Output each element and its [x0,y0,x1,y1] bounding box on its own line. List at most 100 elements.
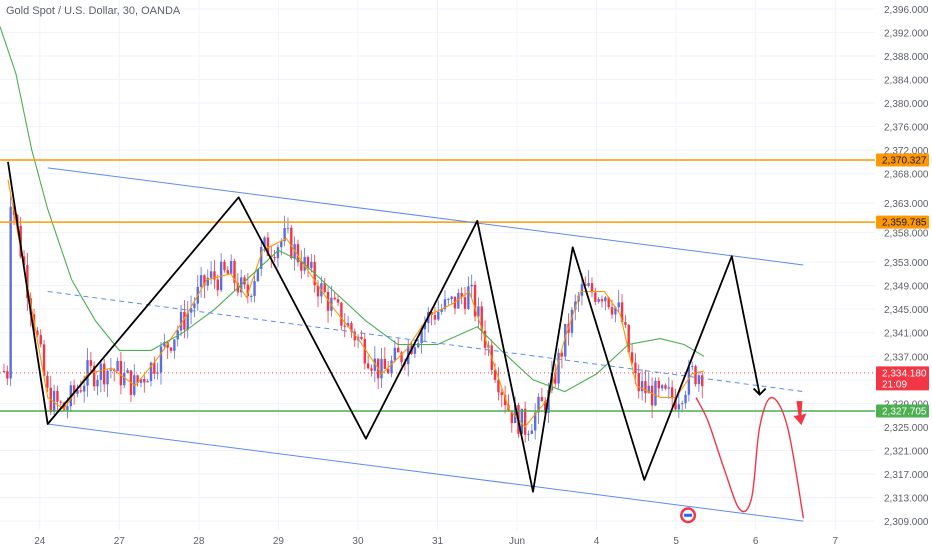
candle-body [674,398,677,410]
candle-body [233,261,236,283]
candle-body [333,297,336,300]
price-levels [0,159,875,412]
moving-average-line [0,26,705,393]
x-tick-label: 4 [594,536,600,547]
candle-body [684,394,687,404]
candle-body [139,378,143,383]
candle-body [183,311,186,330]
projection-curve [695,396,805,519]
candle-body [153,362,156,374]
x-tick-label: 5 [673,536,679,547]
candle-body [163,342,166,347]
candle-body [647,385,650,394]
candle-body [366,363,370,369]
candle-body [6,371,9,379]
candle-body [316,285,320,297]
candle-body [467,286,470,309]
candle-body [657,380,660,389]
candle-body [630,352,634,363]
candle-body [664,385,667,389]
candle-body [213,271,216,280]
candle-body [106,370,109,385]
candle-body [229,261,233,274]
candle-body [610,307,614,315]
candle-body [72,385,76,394]
candle-body [216,279,219,291]
candle-body [604,297,607,302]
candle-body [554,372,557,384]
price-tag [876,404,929,418]
candle-body [557,352,560,384]
red-down-arrow [793,401,807,426]
candle-body [92,365,96,387]
candle-body [564,323,567,357]
candle-body [480,306,483,331]
candle-body [166,342,169,348]
candle-body [96,379,99,387]
candle-body [380,358,383,379]
candle-body [66,406,69,411]
candle-body [493,369,497,380]
candle-body [206,277,209,286]
candle-body [323,283,326,293]
candle-body [440,309,443,312]
candle-body [437,311,440,320]
candle-body [510,410,513,424]
candle-body [654,380,657,406]
candle-body [383,358,387,369]
candle-body [540,397,544,402]
candle-body [39,335,42,345]
price-tag [876,153,929,167]
candle-body [126,370,129,373]
candle-body [346,323,350,327]
price-tag [876,366,929,391]
candle-body [343,325,346,327]
y-tick-label: 2,380.000 [884,99,929,110]
candle-body [353,331,356,341]
moving-average-line [7,179,705,428]
candle-body [433,315,437,320]
candle-body [470,284,473,287]
y-tick-label: 2,384.000 [884,76,929,87]
candle-body [527,433,530,435]
candle-body [477,306,480,317]
candle-body [146,381,149,383]
x-tick-label: 28 [193,536,205,547]
candle-body [417,343,420,348]
candle-body [46,375,49,388]
candle-body [246,284,250,297]
price-tag-label: 2,359.785 [882,218,927,229]
arrows [753,387,807,426]
candle-body [76,390,79,394]
channel-line [47,167,804,266]
candle-body [253,281,256,296]
candle-body [336,299,340,303]
candle-body [103,363,106,385]
candle-body [340,302,343,326]
candle-body [136,375,139,383]
candle-body [620,302,624,323]
x-tick-label: 29 [273,536,285,547]
candle-body [86,360,89,386]
candle-body [694,366,697,385]
zigzag-pattern [7,161,761,493]
projection-path [695,396,805,519]
candle-body [2,371,6,372]
candle-body [701,375,704,387]
candle-body [513,405,517,424]
candle-body [457,293,460,309]
candle-body [450,296,453,300]
y-tick-label: 2,392.000 [884,28,929,39]
candle-body [223,261,226,271]
candle-body [22,256,26,266]
x-tick-label: 24 [34,536,46,547]
candle-body [290,227,293,258]
price-tag [876,215,929,229]
candle-body [680,403,684,405]
candle-body [250,295,253,297]
candle-body [503,395,507,406]
candle-body [400,352,403,362]
candle-body [173,339,176,351]
candle-body [584,284,587,287]
